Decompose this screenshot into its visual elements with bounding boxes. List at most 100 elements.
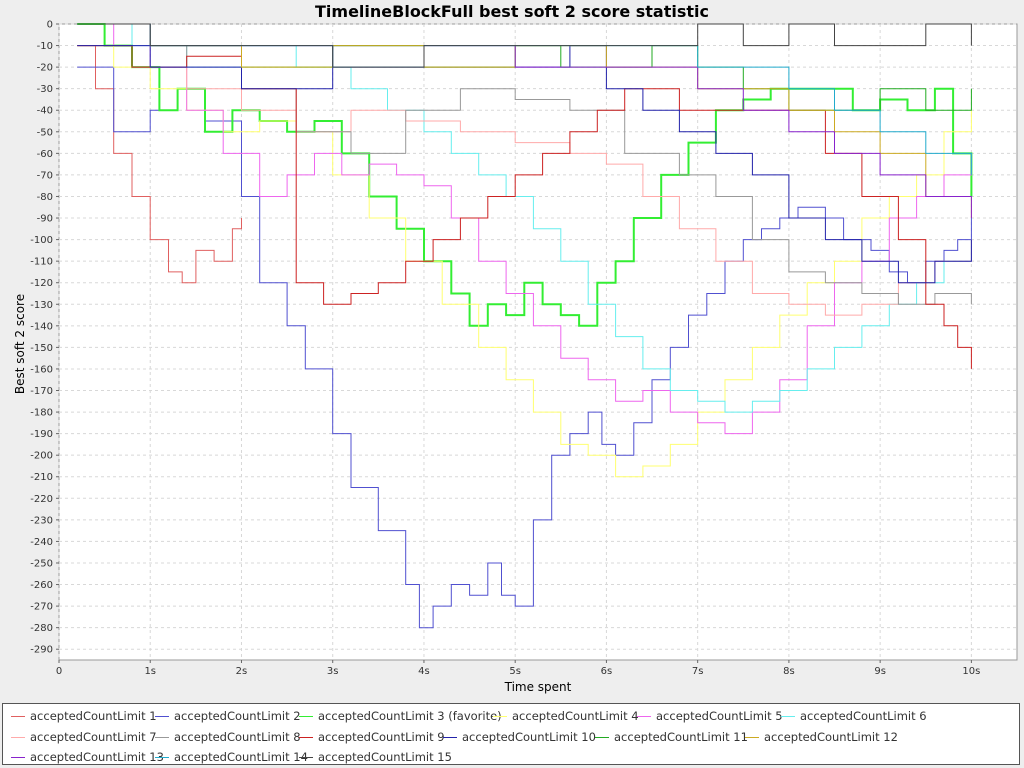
chart-plot: 0 -10 -20 -30 -40 -50 -60 -70 -80 -90 -100 -110 -120… bbox=[13, 20, 1018, 694]
y-tick-label: -170 bbox=[30, 386, 53, 397]
y-tick-label: -200 bbox=[30, 451, 53, 462]
legend-label: acceptedCountLimit 9 bbox=[318, 730, 445, 744]
x-tick-label: 8s bbox=[783, 666, 795, 677]
x-tick-label: 5s bbox=[509, 666, 521, 677]
legend-swatch bbox=[595, 737, 609, 738]
legend-swatch bbox=[155, 716, 169, 717]
chart-title: TimelineBlockFull best soft 2 score stat… bbox=[315, 2, 709, 21]
legend-swatch bbox=[155, 757, 169, 758]
x-tick-label: 9s bbox=[874, 666, 886, 677]
y-tick-label: -20 bbox=[37, 63, 53, 74]
legend-item: acceptedCountLimit 10 bbox=[443, 729, 596, 745]
y-tick-label: -270 bbox=[30, 602, 53, 613]
y-tick-label: -180 bbox=[30, 408, 53, 419]
y-tick-label: -50 bbox=[37, 127, 53, 138]
legend-item: acceptedCountLimit 14 bbox=[155, 749, 308, 765]
x-tick-label: 7s bbox=[692, 666, 704, 677]
legend-label: acceptedCountLimit 15 bbox=[318, 750, 452, 764]
series-line-2 bbox=[77, 66, 972, 629]
legend-item: acceptedCountLimit 9 bbox=[299, 729, 445, 745]
legend-item: acceptedCountLimit 8 bbox=[155, 729, 301, 745]
x-tick-label: 0 bbox=[56, 666, 62, 677]
y-tick-label: 0 bbox=[47, 20, 53, 31]
plot-area bbox=[58, 23, 1018, 661]
y-tick-label: -150 bbox=[30, 343, 53, 354]
y-tick-label: -130 bbox=[30, 300, 53, 311]
y-tick-label: -90 bbox=[37, 214, 53, 225]
legend-label: acceptedCountLimit 1 bbox=[30, 709, 157, 723]
legend-label: acceptedCountLimit 4 bbox=[512, 709, 639, 723]
legend-swatch bbox=[299, 737, 313, 738]
legend-item: acceptedCountLimit 6 bbox=[781, 708, 927, 724]
legend-label: acceptedCountLimit 13 bbox=[30, 750, 164, 764]
legend-swatch bbox=[781, 716, 795, 717]
legend-item: acceptedCountLimit 3 (favorite) bbox=[299, 708, 502, 724]
y-tick-label: -40 bbox=[37, 106, 53, 117]
y-tick-label: -140 bbox=[30, 321, 53, 332]
x-tick-label: 6s bbox=[601, 666, 613, 677]
legend-label: acceptedCountLimit 12 bbox=[764, 730, 898, 744]
series-lines bbox=[77, 23, 973, 629]
legend-item: acceptedCountLimit 2 bbox=[155, 708, 301, 724]
y-tick-label: -120 bbox=[30, 278, 53, 289]
legend-swatch bbox=[443, 737, 457, 738]
legend-swatch bbox=[493, 716, 507, 717]
legend-item: acceptedCountLimit 5 bbox=[637, 708, 783, 724]
legend-label: acceptedCountLimit 6 bbox=[800, 709, 927, 723]
y-tick-label: -70 bbox=[37, 170, 53, 181]
y-tick-label: -110 bbox=[30, 257, 53, 268]
legend-swatch bbox=[637, 716, 651, 717]
legend-item: acceptedCountLimit 1 bbox=[11, 708, 157, 724]
y-tick-label: -260 bbox=[30, 580, 53, 591]
x-axis-label: Time spent bbox=[504, 680, 572, 694]
y-axis-ticks: 0 -10 -20 -30 -40 -50 -60 -70 -80 -90 -100 -110 -120… bbox=[30, 20, 59, 656]
legend: acceptedCountLimit 1 acceptedCountLimit 2… bbox=[2, 703, 1020, 765]
legend-label: acceptedCountLimit 2 bbox=[174, 709, 301, 723]
legend-label: acceptedCountLimit 14 bbox=[174, 750, 308, 764]
x-axis-ticks: 0 1s 2s 3s 4s 5s 6s 7s 8s 9s 10s bbox=[56, 660, 980, 677]
y-tick-label: -210 bbox=[30, 472, 53, 483]
legend-label: acceptedCountLimit 11 bbox=[614, 730, 748, 744]
x-tick-label: 1s bbox=[144, 666, 156, 677]
legend-swatch bbox=[745, 737, 759, 738]
legend-swatch bbox=[11, 716, 25, 717]
series-line-15 bbox=[77, 23, 972, 68]
legend-swatch bbox=[11, 757, 25, 758]
y-tick-label: -60 bbox=[37, 149, 53, 160]
legend-item: acceptedCountLimit 12 bbox=[745, 729, 898, 745]
legend-label: acceptedCountLimit 10 bbox=[462, 730, 596, 744]
legend-label: acceptedCountLimit 3 (favorite) bbox=[318, 709, 502, 723]
legend-item: acceptedCountLimit 13 bbox=[11, 749, 164, 765]
y-tick-label: -10 bbox=[37, 41, 53, 52]
legend-swatch bbox=[155, 737, 169, 738]
x-tick-label: 10s bbox=[962, 666, 980, 677]
y-tick-label: -190 bbox=[30, 429, 53, 440]
y-tick-label: -250 bbox=[30, 558, 53, 569]
legend-item: acceptedCountLimit 15 bbox=[299, 749, 452, 765]
series-line-9 bbox=[77, 45, 972, 369]
y-tick-label: -100 bbox=[30, 235, 53, 246]
series-line-5 bbox=[77, 23, 972, 435]
y-tick-label: -220 bbox=[30, 494, 53, 505]
series-line-7 bbox=[77, 45, 972, 316]
legend-label: acceptedCountLimit 5 bbox=[656, 709, 783, 723]
legend-swatch bbox=[299, 716, 313, 717]
y-tick-label: -80 bbox=[37, 192, 53, 203]
legend-label: acceptedCountLimit 7 bbox=[30, 730, 157, 744]
legend-label: acceptedCountLimit 8 bbox=[174, 730, 301, 744]
legend-item: acceptedCountLimit 11 bbox=[595, 729, 748, 745]
y-tick-label: -160 bbox=[30, 364, 53, 375]
legend-item: acceptedCountLimit 7 bbox=[11, 729, 157, 745]
x-tick-label: 2s bbox=[236, 666, 248, 677]
y-tick-label: -290 bbox=[30, 645, 53, 656]
y-axis-label: Best soft 2 score bbox=[13, 294, 27, 394]
x-tick-label: 4s bbox=[418, 666, 430, 677]
legend-swatch bbox=[299, 757, 313, 758]
x-tick-label: 3s bbox=[327, 666, 339, 677]
y-tick-label: -230 bbox=[30, 515, 53, 526]
y-tick-label: -240 bbox=[30, 537, 53, 548]
y-tick-label: -280 bbox=[30, 623, 53, 634]
legend-swatch bbox=[11, 737, 25, 738]
series-line-4 bbox=[77, 45, 972, 478]
legend-item: acceptedCountLimit 4 bbox=[493, 708, 639, 724]
